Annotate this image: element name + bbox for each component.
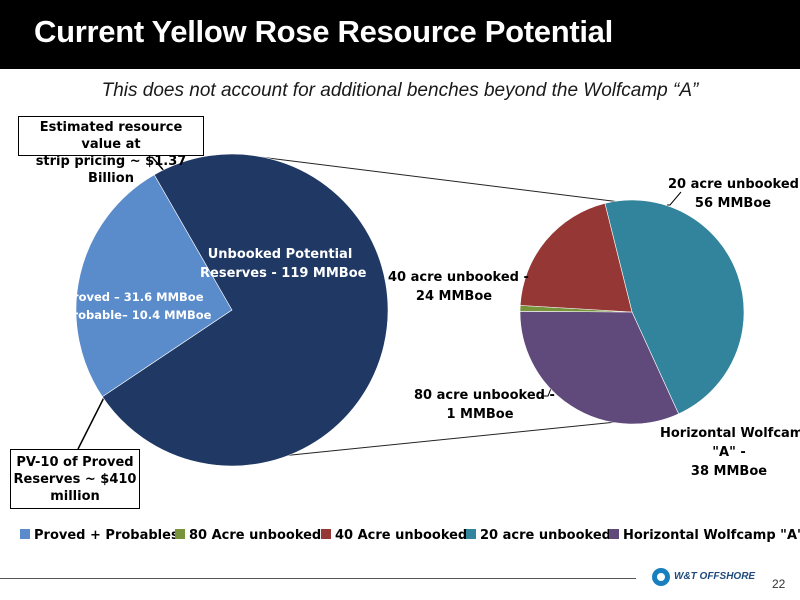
callout-resource-value: Estimated resource value at strip pricin… [18, 116, 204, 186]
legend-label: Horizontal Wolfcamp "A" [623, 528, 800, 543]
legend-label: Proved + Probables [34, 528, 179, 543]
leader-20acre [667, 191, 682, 206]
slide-subtitle: This does not account for additional ben… [101, 80, 699, 101]
logo-text: W&T OFFSHORE [674, 571, 756, 582]
pie-chart-resources [75, 153, 389, 467]
pie-slice-horizontal-wolfcamp-a [519, 310, 680, 425]
legend-swatch [466, 529, 476, 539]
pie-slice-20-acre-unbooked [604, 199, 745, 415]
label-proved-probable: Proved – 31.6 MMBoe Probable– 10.4 MMBoe [64, 288, 212, 324]
label-80-acre: 80 acre unbooked - 1 MMBoe [414, 386, 555, 424]
connector-line-top [251, 155, 645, 206]
callout-pv10-line-2: Reserves ~ $410 [13, 472, 137, 487]
label-unbooked-potential: Unbooked Potential Reserves - 119 MMBoe [200, 245, 367, 283]
label-unbooked-line-1: Unbooked Potential [207, 247, 353, 262]
chart-legend: Proved + Probables 80 Acre unbooked 40 Acr… [20, 528, 800, 543]
logo-swirl-icon [652, 568, 670, 586]
label-horizontal-line-3: 38 MMBoe [690, 464, 768, 479]
label-80-acre-line-2: 1 MMBoe [446, 407, 514, 422]
label-probable-line: Probable– 10.4 MMBoe [64, 308, 212, 322]
label-proved-line: Proved – 31.6 MMBoe [64, 290, 204, 304]
label-80-acre-line-1: 80 acre unbooked - [414, 388, 555, 403]
legend-item-proved-probables: Proved + Probables [20, 528, 179, 543]
label-horizontal-line-2: "A" - [712, 445, 746, 460]
label-20-acre-line-1: 20 acre unbooked - [668, 177, 800, 192]
legend-item-40-acre-unbooked: 40 Acre unbooked [321, 528, 467, 543]
legend-swatch [609, 529, 619, 539]
footer-divider [0, 578, 636, 579]
label-unbooked-line-2: Reserves - 119 MMBoe [200, 266, 367, 281]
callout-resource-line-2: strip pricing ~ $1.37 Billion [35, 154, 187, 186]
legend-swatch [175, 529, 185, 539]
legend-swatch [20, 529, 30, 539]
legend-item-20-acre-unbooked: 20 acre unbooked [466, 528, 611, 543]
legend-item-horizontal-wolfcamp-a: Horizontal Wolfcamp "A" [609, 528, 800, 543]
company-logo: W&T OFFSHORE [652, 568, 756, 588]
label-40-acre-line-2: 24 MMBoe [415, 289, 493, 304]
legend-item-80-acre-unbooked: 80 Acre unbooked [175, 528, 321, 543]
pie-slice-unbooked-potential [101, 153, 389, 467]
legend-swatch [321, 529, 331, 539]
label-20-acre: 20 acre unbooked - 56 MMBoe [668, 175, 800, 213]
callout-pv10: PV-10 of Proved Reserves ~ $410 million [10, 449, 140, 509]
label-40-acre-line-1: 40 acre unbooked - [388, 270, 529, 285]
callout-pv10-line-1: PV-10 of Proved [16, 455, 134, 470]
pie-chart-unbooked-breakdown [519, 199, 745, 425]
label-40-acre: 40 acre unbooked - 24 MMBoe [388, 268, 529, 306]
pie-slice-proved-probables [75, 174, 233, 398]
callout-resource-line-1: Estimated resource value at [39, 120, 183, 152]
legend-label: 80 Acre unbooked [189, 528, 321, 543]
legend-label: 20 acre unbooked [480, 528, 611, 543]
label-20-acre-line-2: 56 MMBoe [694, 196, 772, 211]
callout-pv10-line-3: million [50, 489, 100, 504]
page-number: 22 [772, 577, 786, 591]
slide-title: Current Yellow Rose Resource Potential [34, 14, 613, 49]
title-bar: Current Yellow Rose Resource Potential [0, 0, 800, 69]
label-horizontal-line-1: Horizontal Wolfcamp [660, 426, 800, 441]
connector-line-bottom [261, 419, 637, 459]
pie-slice-40-acre-unbooked [519, 202, 633, 313]
legend-label: 40 Acre unbooked [335, 528, 467, 543]
label-horizontal-wolfcamp: Horizontal Wolfcamp "A" - 38 MMBoe [660, 424, 800, 481]
